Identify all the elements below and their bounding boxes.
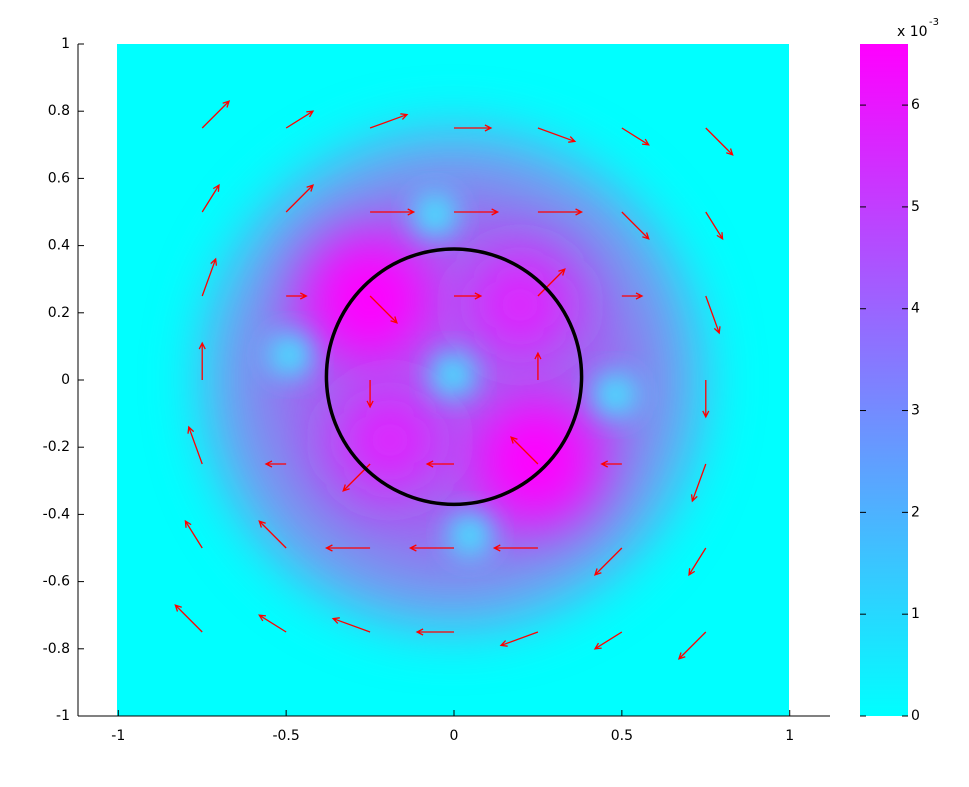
arrow bbox=[688, 547, 707, 577]
arrow bbox=[537, 127, 577, 143]
arrow bbox=[537, 268, 566, 297]
arrow bbox=[499, 631, 539, 647]
arrow bbox=[324, 544, 371, 552]
y-tick-label: -1 bbox=[56, 708, 70, 724]
colorbar-exponent-label: x 10 bbox=[897, 24, 928, 40]
colorbar-tick-label: 0 bbox=[911, 708, 920, 724]
arrow bbox=[264, 460, 287, 468]
arrow bbox=[621, 127, 650, 146]
arrow bbox=[187, 425, 203, 465]
x-tick-label: 1 bbox=[785, 728, 794, 744]
arrow bbox=[201, 183, 220, 213]
y-tick-label: 0.6 bbox=[48, 170, 70, 186]
arrow bbox=[408, 544, 454, 552]
arrow bbox=[201, 100, 231, 129]
colorbar-exponent: -3 bbox=[929, 17, 939, 28]
circle bbox=[324, 247, 584, 507]
arrow bbox=[286, 292, 308, 300]
arrow bbox=[369, 113, 409, 129]
arrow bbox=[621, 211, 650, 240]
colorbar-tick-label: 4 bbox=[911, 301, 920, 317]
y-tick-label: 0.2 bbox=[48, 305, 70, 321]
arrow bbox=[705, 127, 734, 156]
arrow bbox=[174, 604, 203, 633]
arrow bbox=[492, 544, 538, 552]
heatmap bbox=[117, 44, 789, 716]
arrow bbox=[454, 208, 500, 216]
arrow bbox=[705, 211, 724, 241]
arrow bbox=[593, 631, 623, 650]
y-tick-label: 0.4 bbox=[48, 238, 70, 254]
arrow bbox=[415, 628, 454, 636]
y-tick-label: 0.8 bbox=[48, 103, 70, 119]
arrow bbox=[534, 351, 542, 380]
arrow bbox=[369, 295, 398, 324]
arrow bbox=[425, 460, 454, 468]
colorbar-tick-label: 3 bbox=[911, 403, 920, 419]
arrow bbox=[285, 110, 315, 129]
y-tick-label: -0.2 bbox=[43, 439, 70, 455]
arrow bbox=[258, 614, 287, 633]
x-tick-label: -0.5 bbox=[272, 728, 299, 744]
colorbar bbox=[860, 44, 908, 716]
colorbar-tick-label: 2 bbox=[911, 504, 920, 520]
arrow bbox=[537, 208, 584, 216]
colorbar-tick-label: 1 bbox=[911, 606, 920, 622]
y-tick-label: 0 bbox=[61, 372, 70, 388]
arrow bbox=[258, 520, 287, 549]
y-tick-label: -0.8 bbox=[43, 641, 70, 657]
arrow bbox=[184, 519, 203, 549]
x-tick-label: 0.5 bbox=[611, 728, 633, 744]
x-tick-label: -1 bbox=[111, 728, 125, 744]
arrow bbox=[705, 295, 721, 335]
arrow bbox=[454, 292, 483, 300]
arrow bbox=[285, 184, 315, 213]
x-tick-label: 0 bbox=[450, 728, 459, 744]
arrow bbox=[454, 124, 493, 132]
arrow bbox=[198, 341, 206, 380]
arrow bbox=[600, 460, 622, 468]
arrow bbox=[366, 380, 374, 409]
arrow bbox=[677, 631, 707, 660]
y-tick-label: -0.6 bbox=[43, 574, 70, 590]
arrow bbox=[690, 463, 707, 503]
arrow bbox=[702, 380, 710, 419]
arrow bbox=[510, 436, 539, 465]
arrow bbox=[370, 208, 416, 216]
arrow bbox=[331, 617, 371, 633]
y-tick-label: -0.4 bbox=[43, 506, 70, 522]
arrow bbox=[201, 257, 218, 297]
arrow bbox=[621, 292, 644, 300]
colorbar-tick-label: 6 bbox=[911, 97, 920, 113]
colorbar-tick-label: 5 bbox=[911, 199, 920, 215]
y-tick-label: 1 bbox=[61, 36, 70, 52]
arrow bbox=[593, 547, 623, 576]
